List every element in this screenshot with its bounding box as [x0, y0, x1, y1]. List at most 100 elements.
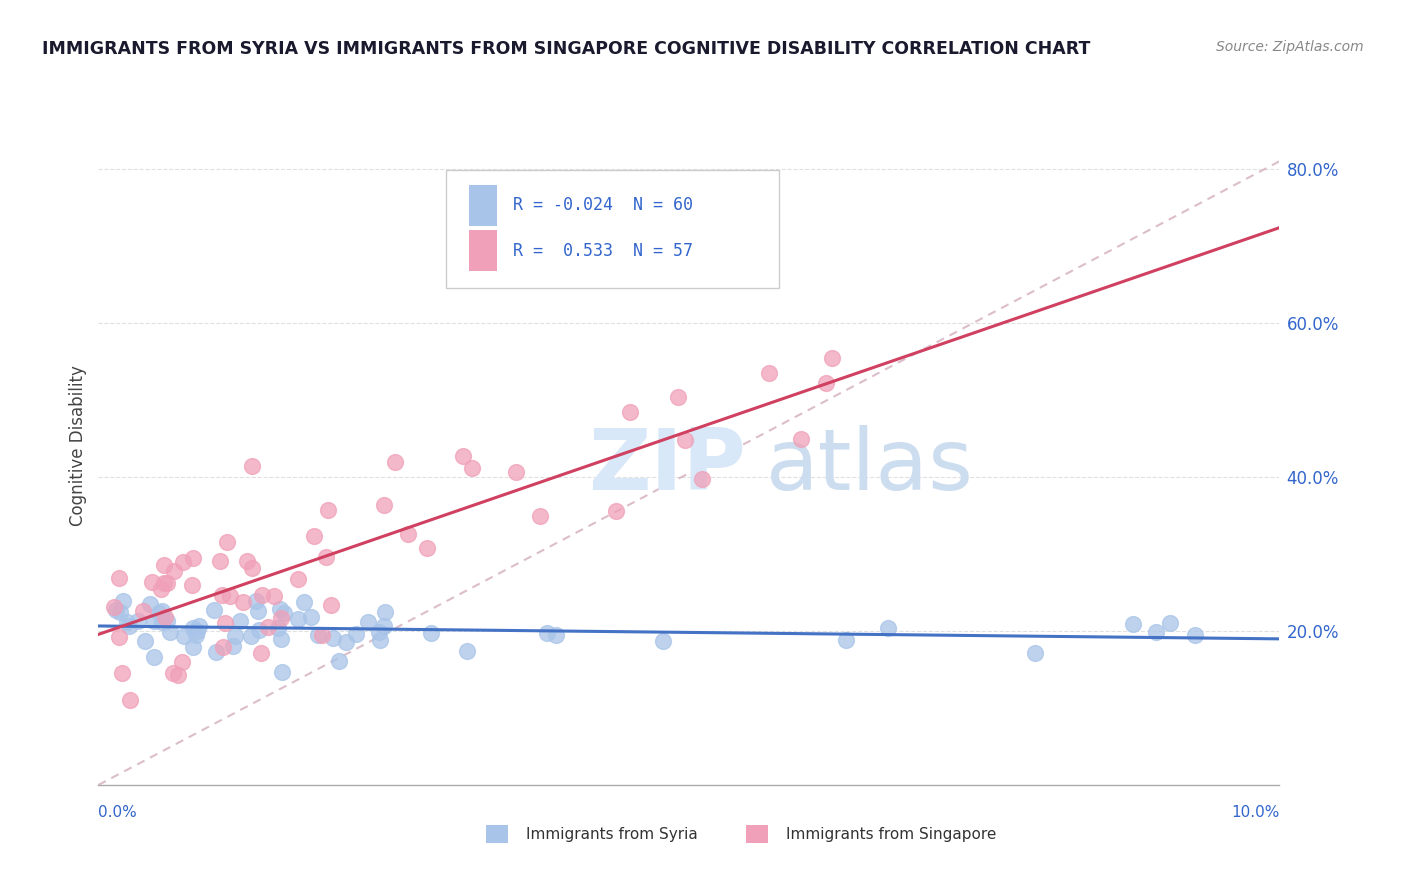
Point [815, 376, 838, 390]
Point [269, 602, 291, 616]
Point [322, 632, 344, 646]
Point [307, 628, 329, 642]
Point [127, 614, 149, 628]
Point [156, 614, 179, 628]
Point [321, 599, 343, 613]
Point [373, 498, 395, 512]
Point [357, 615, 380, 629]
Point [1122, 616, 1144, 631]
Point [162, 665, 184, 680]
Point [461, 460, 484, 475]
Point [1184, 628, 1206, 642]
Point [143, 650, 166, 665]
Point [150, 582, 173, 596]
Point [335, 634, 357, 648]
Point [215, 534, 238, 549]
Point [821, 351, 844, 366]
Text: 0.0%: 0.0% [98, 805, 138, 820]
Point [1144, 625, 1167, 640]
Point [150, 604, 173, 618]
Point [180, 578, 202, 592]
Point [153, 609, 176, 624]
Text: 10.0%: 10.0% [1232, 805, 1279, 820]
Point [544, 628, 567, 642]
Point [245, 594, 267, 608]
Point [148, 606, 170, 620]
Point [328, 654, 350, 668]
Point [416, 541, 439, 555]
Point [202, 603, 225, 617]
Point [834, 632, 856, 647]
Point [221, 639, 243, 653]
Point [316, 503, 339, 517]
Point [139, 597, 162, 611]
Point [651, 634, 673, 648]
Point [302, 529, 325, 543]
Text: ZIP: ZIP [589, 425, 747, 508]
Point [150, 615, 173, 629]
Point [287, 611, 309, 625]
Point [115, 615, 138, 629]
Point [271, 665, 294, 679]
Point [420, 626, 443, 640]
Point [877, 621, 900, 635]
Point [373, 619, 395, 633]
Text: Immigrants from Singapore: Immigrants from Singapore [786, 827, 997, 841]
Point [270, 632, 292, 646]
Point [152, 576, 174, 591]
Point [374, 605, 396, 619]
Text: R =  0.533  N = 57: R = 0.533 N = 57 [513, 242, 693, 260]
Point [186, 624, 208, 638]
Point [159, 625, 181, 640]
Point [257, 620, 280, 634]
Y-axis label: Cognitive Disability: Cognitive Disability [69, 366, 87, 526]
Point [120, 693, 142, 707]
Point [112, 593, 135, 607]
Point [384, 455, 406, 469]
Point [211, 588, 233, 602]
Point [242, 459, 264, 474]
Point [287, 572, 309, 586]
Point [173, 629, 195, 643]
Point [156, 576, 179, 591]
Point [141, 575, 163, 590]
Point [105, 602, 128, 616]
Point [214, 616, 236, 631]
Point [529, 509, 551, 524]
Point [181, 640, 204, 655]
Point [181, 550, 204, 565]
Point [186, 628, 208, 642]
Point [456, 644, 478, 658]
Point [187, 618, 209, 632]
Point [605, 503, 627, 517]
Point [536, 626, 558, 640]
Point [344, 627, 367, 641]
Point [111, 665, 134, 680]
Point [250, 646, 273, 660]
Point [107, 571, 129, 585]
Point [758, 366, 780, 380]
Point [690, 472, 713, 486]
Point [299, 610, 322, 624]
Point [619, 405, 641, 419]
Text: R = -0.024  N = 60: R = -0.024 N = 60 [513, 196, 693, 214]
Point [246, 604, 269, 618]
Point [1159, 616, 1181, 631]
Point [108, 630, 131, 644]
Point [311, 628, 333, 642]
Point [292, 595, 315, 609]
Text: Immigrants from Syria: Immigrants from Syria [526, 827, 697, 841]
Point [315, 549, 337, 564]
Point [232, 595, 254, 609]
Text: atlas: atlas [766, 425, 974, 508]
Point [153, 558, 176, 572]
Text: Source: ZipAtlas.com: Source: ZipAtlas.com [1216, 40, 1364, 54]
Point [673, 433, 696, 447]
Point [252, 588, 274, 602]
Point [451, 449, 474, 463]
Point [143, 615, 166, 629]
Point [118, 618, 141, 632]
Point [108, 605, 131, 619]
Point [666, 390, 689, 404]
Point [270, 611, 292, 625]
